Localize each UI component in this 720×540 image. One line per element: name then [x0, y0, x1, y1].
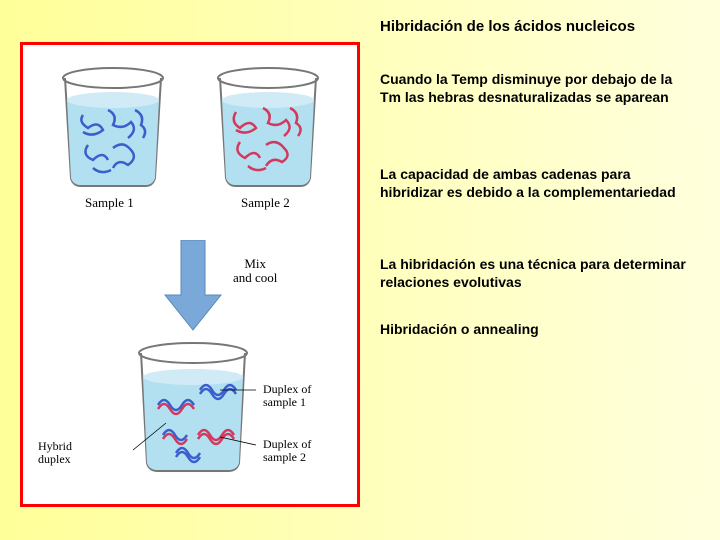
beaker-sample-1	[53, 60, 173, 190]
arrow-svg	[153, 240, 233, 335]
beaker-2-svg	[208, 60, 328, 190]
duplex-2-label: Duplex of sample 2	[263, 438, 311, 464]
paragraph-4: Hibridación o annealing	[380, 320, 690, 338]
page-title: Hibridación de los ácidos nucleicos	[380, 18, 635, 35]
figure-frame: Sample 1 Sample 2 Mix and cool	[20, 42, 360, 507]
paragraph-3: La hibridación es una técnica para deter…	[380, 255, 690, 291]
beaker-mixed	[128, 335, 258, 475]
paragraph-2: La capacidad de ambas cadenas para hibri…	[380, 165, 690, 201]
duplex-1-label: Duplex of sample 1	[263, 383, 311, 409]
mix-cool-label: Mix and cool	[233, 257, 277, 286]
hybrid-duplex-label: Hybrid duplex	[38, 440, 72, 466]
beaker-1-svg	[53, 60, 173, 190]
beaker-3-svg	[128, 335, 258, 475]
sample-2-label: Sample 2	[241, 195, 290, 211]
paragraph-1: Cuando la Temp disminuye por debajo de l…	[380, 70, 690, 106]
mix-arrow	[153, 240, 233, 330]
sample-1-label: Sample 1	[85, 195, 134, 211]
beaker-sample-2	[208, 60, 328, 190]
